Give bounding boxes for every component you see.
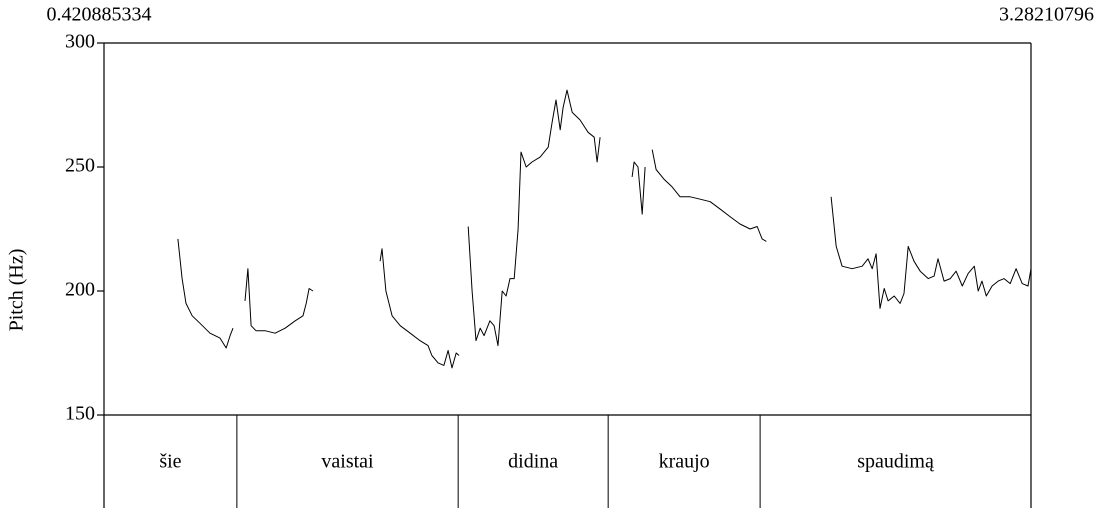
- pitch-contour: [379, 248, 460, 369]
- pitch-contour: [651, 149, 767, 242]
- tier-word: spaudimą: [857, 451, 935, 473]
- pitch-contour: [830, 196, 1032, 309]
- y-tick-label: 250: [65, 155, 95, 177]
- y-axis-label: Pitch (Hz): [6, 249, 28, 332]
- pitch-contour: [177, 238, 234, 349]
- x-start-label: 0.420885334: [47, 4, 152, 26]
- tier-word: kraujo: [659, 451, 710, 473]
- y-tick-label: 300: [65, 31, 95, 53]
- pitch-contour: [467, 89, 601, 347]
- y-tick-label: 200: [65, 279, 95, 301]
- tier-word: vaistai: [321, 451, 374, 473]
- pitch-contour: [631, 161, 646, 215]
- pitch-contour: [244, 268, 314, 334]
- x-end-label: 3.28210796: [999, 4, 1094, 26]
- tier-word: šie: [159, 451, 181, 473]
- tier-word: didina: [508, 451, 558, 473]
- y-tick-label: 150: [65, 403, 95, 425]
